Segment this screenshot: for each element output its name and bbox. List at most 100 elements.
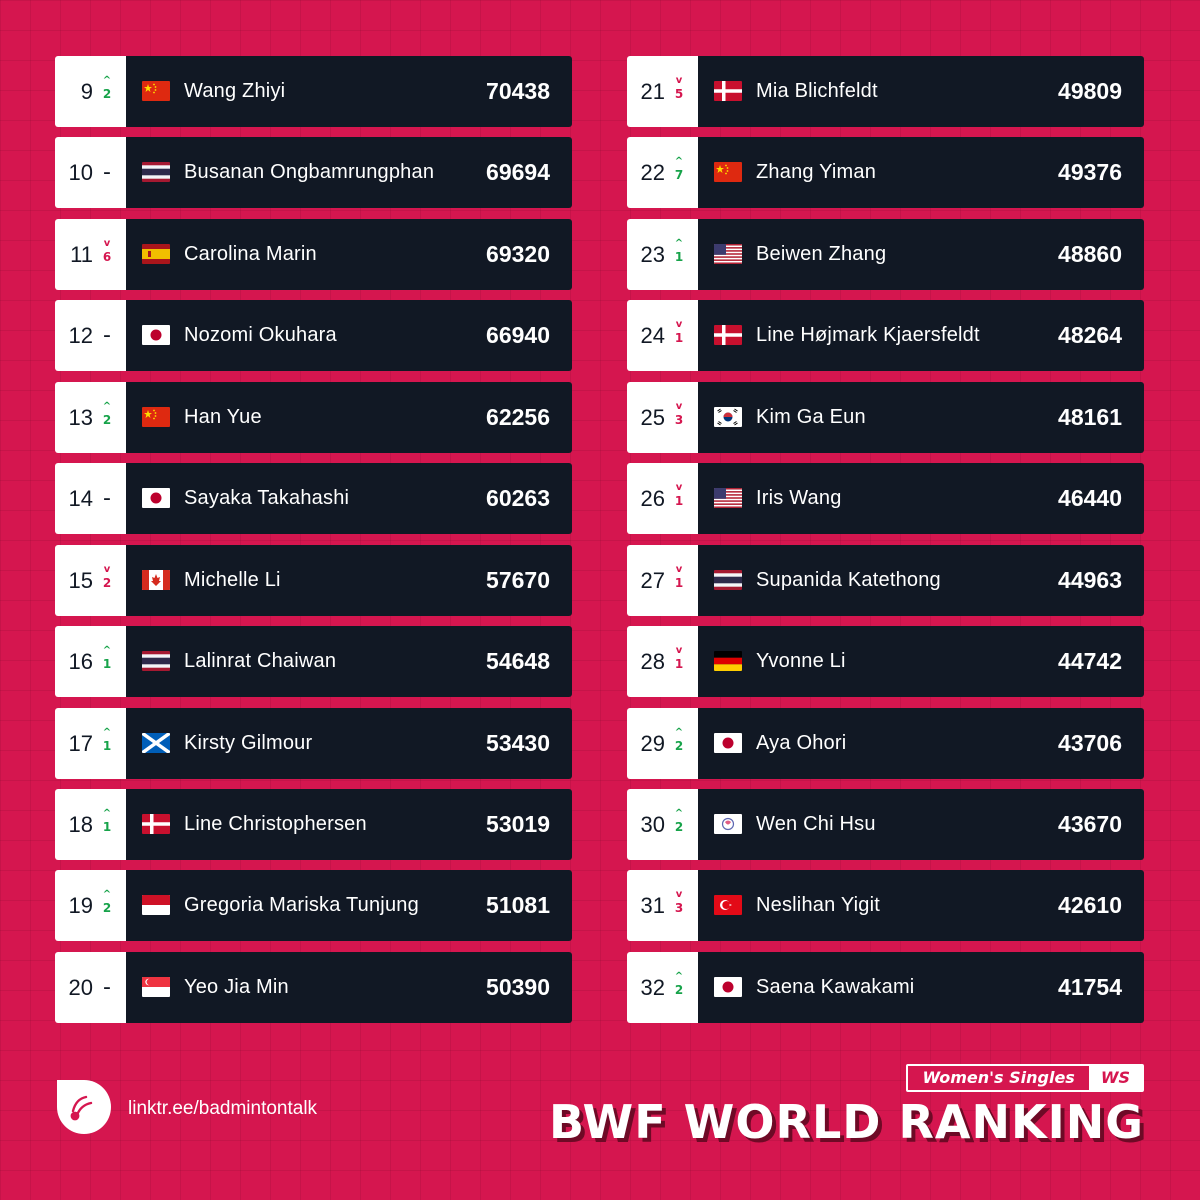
rank-down-icon: v: [675, 482, 683, 494]
rank-change: ^ 2: [100, 401, 114, 427]
player-points: 49809: [1058, 78, 1122, 104]
rank-cell: 15 v 2: [55, 544, 126, 616]
player-name: Gregoria Mariska Tunjung: [184, 894, 419, 917]
rank-down-icon: v: [675, 319, 683, 331]
rank-change-value: 2: [102, 575, 112, 590]
player-name: Yvonne Li: [756, 650, 846, 673]
rank-change: ^ 1: [672, 238, 686, 264]
rank-change-none: -: [103, 160, 111, 186]
ca-flag-icon: [142, 569, 170, 590]
player-card: Line Christophersen 53019: [126, 788, 572, 860]
ranking-row: 21 v 5 Mia Blichfeldt 49809: [627, 56, 1144, 127]
kr-flag-icon: [714, 406, 742, 427]
rank-down-icon: v: [675, 563, 683, 575]
player-card: Han Yue 62256: [126, 381, 572, 453]
rank-down-icon: v: [103, 563, 111, 575]
rank-cell: 27 v 1: [627, 544, 698, 616]
player-name: Sayaka Takahashi: [184, 487, 350, 510]
rank-number: 24: [640, 323, 665, 349]
rank-change-value: 2: [674, 982, 684, 997]
player-points: 44963: [1058, 566, 1122, 593]
rank-number: 22: [640, 160, 665, 186]
player-name: Beiwen Zhang: [756, 242, 887, 265]
page-title: BWF WORLD RANKING: [548, 1095, 1144, 1149]
ranking-row: 20- Yeo Jia Min 50390: [55, 951, 572, 1023]
ranking-row: 25 v 3 Kim Ga Eun 48161: [627, 381, 1144, 453]
rank-change-value: 2: [102, 412, 112, 427]
player-card: Carolina Marin 69320: [126, 218, 572, 290]
rank-up-icon: ^: [102, 645, 112, 657]
rank-up-icon: ^: [102, 75, 112, 86]
ranking-row: 13 ^ 2 Han Yue 62256: [55, 381, 572, 453]
rank-number: 18: [68, 811, 93, 837]
player-name: Kirsty Gilmour: [184, 731, 313, 754]
ranking-row: 19 ^ 2 Gregoria Mariska Tunjung 51081: [55, 870, 572, 942]
ranking-row: 32 ^ 2 Saena Kawakami 41754: [627, 951, 1144, 1023]
dk-flag-icon: [142, 813, 170, 834]
player-points: 57670: [486, 566, 550, 593]
player-points: 62256: [486, 403, 550, 430]
cn-flag-icon: [714, 162, 742, 183]
rank-change: ^ 7: [672, 156, 686, 182]
player-card: Nozomi Okuhara 66940: [126, 300, 572, 372]
player-points: 69694: [486, 159, 550, 186]
rank-cell: 18 ^ 1: [55, 788, 126, 860]
rank-number: 25: [640, 404, 665, 430]
player-points: 53430: [486, 729, 550, 756]
rank-number: 19: [68, 893, 93, 919]
ranking-row: 30 ^ 2 Wen Chi Hsu 43670: [627, 788, 1144, 860]
player-card: Mia Blichfeldt 49809: [698, 56, 1144, 127]
rank-number: 21: [640, 79, 665, 104]
player-name: Line Højmark Kjaersfeldt: [756, 324, 980, 347]
player-name: Busanan Ongbamrungphan: [184, 161, 435, 184]
player-name: Neslihan Yigit: [756, 894, 880, 917]
rank-change-value: 3: [674, 901, 684, 916]
ranking-row: 26 v 1 Iris Wang 46440: [627, 463, 1144, 535]
rank-number: 14: [68, 486, 93, 512]
player-card: Yvonne Li 44742: [698, 626, 1144, 698]
player-points: 69320: [486, 240, 550, 267]
rank-cell: 10-: [55, 137, 126, 209]
player-points: 60263: [486, 485, 550, 512]
player-points: 48264: [1058, 322, 1122, 349]
rank-number: 23: [640, 241, 665, 267]
player-card: Iris Wang 46440: [698, 463, 1144, 535]
rank-change-value: 2: [674, 738, 684, 753]
rank-up-icon: ^: [674, 726, 684, 738]
rank-change-none: -: [103, 974, 111, 1000]
rank-cell: 20-: [55, 951, 126, 1023]
player-name: Lalinrat Chaiwan: [184, 650, 337, 673]
player-card: Gregoria Mariska Tunjung 51081: [126, 870, 572, 942]
rank-change-none: -: [103, 486, 111, 512]
rank-down-icon: v: [675, 75, 683, 86]
rank-change: ^ 1: [100, 645, 114, 671]
rank-up-icon: ^: [102, 400, 112, 412]
linktree-link[interactable]: linktr.ee/badmintontalk: [128, 1098, 318, 1119]
player-card: Kim Ga Eun 48161: [698, 381, 1144, 453]
player-name: Mia Blichfeldt: [756, 80, 878, 102]
us-flag-icon: [714, 488, 742, 509]
jp-flag-icon: [714, 732, 742, 753]
ranking-row: 24 v 1 Line Højmark Kjaersfeldt 48264: [627, 300, 1144, 372]
ranking-row: 28 v 1 Yvonne Li 44742: [627, 626, 1144, 698]
player-points: 48860: [1058, 240, 1122, 267]
rank-number: 31: [640, 893, 665, 919]
th-flag-icon: [142, 651, 170, 672]
rank-up-icon: ^: [674, 807, 684, 819]
player-points: 53019: [486, 810, 550, 837]
rank-change-value: 3: [674, 412, 684, 427]
rank-change-none: -: [103, 323, 111, 349]
player-points: 42610: [1058, 892, 1122, 919]
player-card: Neslihan Yigit 42610: [698, 870, 1144, 942]
rank-cell: 28 v 1: [627, 626, 698, 698]
ranking-row: 27 v 1 Supanida Katethong 44963: [627, 544, 1144, 616]
player-name: Aya Ohori: [756, 731, 847, 754]
cn-flag-icon: [142, 81, 170, 101]
player-points: 44742: [1058, 648, 1122, 675]
player-name: Yeo Jia Min: [184, 975, 289, 998]
player-name: Supanida Katethong: [756, 568, 941, 591]
